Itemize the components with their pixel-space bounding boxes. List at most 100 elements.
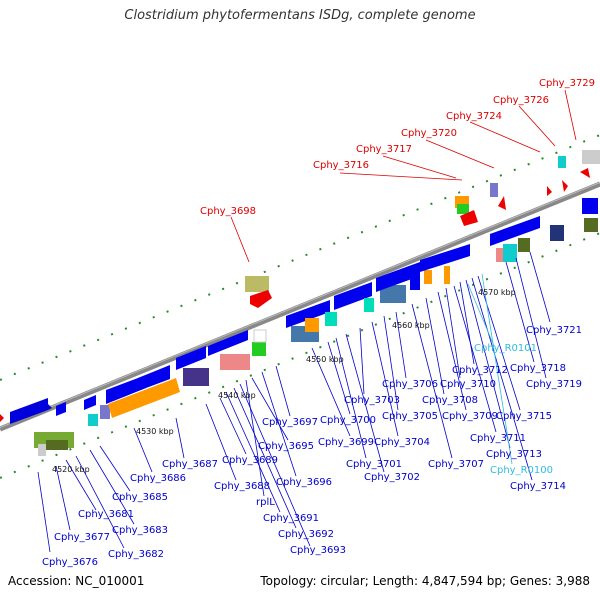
bottom-leader-lines [37,251,551,553]
gene-label: Cphy_3695 [258,441,314,452]
gene-label: Cphy_3720 [401,128,457,139]
gene-box [380,285,406,303]
gene-arrow [562,180,568,192]
gene-arrow [138,365,170,391]
gene-box [364,298,374,312]
dotted-guide-rows [0,134,600,479]
gene-arrow [84,395,96,410]
gene-features [0,150,600,456]
gene-label: Cphy_3698 [200,206,256,217]
genome-backbone [0,181,600,432]
gene-arrow [420,244,470,272]
gene-label: Cphy_3703 [344,395,400,406]
gene-label: Cphy_3686 [130,473,186,484]
gene-label: Cphy_3709 [442,411,498,422]
gene-box [496,248,504,262]
gene-arrow [490,216,540,246]
gene-label: Cphy_3682 [108,549,164,560]
gene-arrow [10,398,52,424]
gene-label: Cphy_3691 [263,513,319,524]
gene-label: Cphy_3704 [374,437,430,448]
gene-label: Cphy_3685 [112,492,168,503]
gene-arrow [250,290,272,308]
gene-label: Cphy_3693 [290,545,346,556]
gene-box [46,440,68,450]
gene-label: Cphy_3692 [278,529,334,540]
gene-arrow [56,402,66,416]
gene-label: Cphy_3699 [318,437,374,448]
scale-tick-4530: 4530 kbp [136,427,174,436]
gene-label: Cphy_3687 [162,459,218,470]
gene-label: rplL [256,497,275,508]
gene-arrow [334,282,372,310]
gene-box [253,329,267,343]
scale-tick-4540: 4540 kbp [218,391,256,400]
gene-label: Cphy_3719 [526,379,582,390]
gene-arrow [0,414,4,422]
gene-arrow [547,186,552,196]
gene-box [88,414,98,426]
gene-box [518,238,530,252]
gene-label: Cphy_3705 [382,411,438,422]
gene-arrow [208,330,248,356]
gene-label: Cphy_3715 [496,411,552,422]
gene-label: Cphy_3683 [112,525,168,536]
gene-box [444,266,450,284]
scale-tick-4550: 4550 kbp [306,355,344,364]
genome-summary-text: Topology: circular; Length: 4,847,594 bp… [260,574,590,588]
gene-box [183,368,209,386]
gene-label: Cphy_3711 [470,433,526,444]
gene-label: Cphy_3701 [346,459,402,470]
gene-box [584,218,598,232]
scale-tick-4570: 4570 kbp [478,288,516,297]
gene-arrow [176,346,206,370]
gene-box [38,444,46,456]
gene-box [252,342,266,356]
gene-label: Cphy_3716 [313,160,369,171]
gene-arrow [376,262,420,292]
gene-box [582,150,600,164]
gene-label: Cphy_3712 [452,365,508,376]
gene-box [325,312,337,326]
gene-box [558,156,566,168]
highlighted-gene-labels: Cphy_3698 Cphy_3716 Cphy_3717 Cphy_3720 … [200,78,595,217]
gene-box [490,183,498,197]
gene-label: Cphy_3710 [440,379,496,390]
gene-box [410,276,420,290]
gene-box [550,225,564,241]
gene-label: Cphy_3688 [214,481,270,492]
gene-label: Cphy_3721 [526,325,582,336]
gene-box [457,204,469,214]
gene-box [305,318,319,332]
gene-label: Cphy_3714 [510,481,566,492]
genome-backbone-highlight [0,182,600,428]
gene-arrow [580,168,590,178]
gene-label: Cphy_3700 [320,415,376,426]
accession-text: Accession: NC_010001 [8,574,145,588]
gene-box [220,354,250,370]
gene-box [108,378,180,418]
gene-box [245,276,269,292]
top-leader-lines [230,89,577,263]
gene-box [503,244,517,262]
gene-label: Cphy_3718 [510,363,566,374]
gene-labels: Cphy_3676 Cphy_3677 Cphy_3681 Cphy_3682 … [42,325,582,568]
gene-label: Cphy_3717 [356,144,412,155]
scale-tick-4520: 4520 kbp [52,465,90,474]
gene-label: Cphy_3713 [486,449,542,460]
gene-arrow [286,300,330,328]
map-title: Clostridium phytofermentans ISDg, comple… [124,8,476,23]
gene-label: Cphy_3726 [493,95,549,106]
gene-label: Cphy_3706 [382,379,438,390]
scale-tick-4560: 4560 kbp [392,321,430,330]
gene-label: Cphy_R0100 [490,465,553,476]
gene-box [424,270,432,284]
gene-box [582,198,598,214]
gene-label: Cphy_3708 [422,395,478,406]
gene-arrow [460,210,478,226]
gene-label: Cphy_3681 [78,509,134,520]
gene-box [100,405,110,419]
gene-label: Cphy_3729 [539,78,595,89]
gene-label: Cphy_3689 [222,455,278,466]
